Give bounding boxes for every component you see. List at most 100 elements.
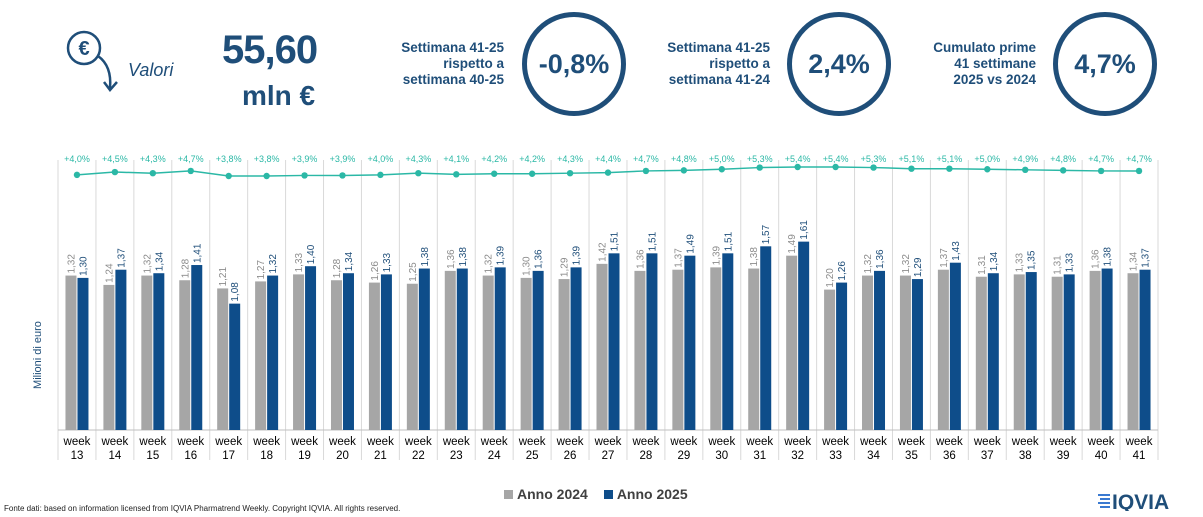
growth-point bbox=[718, 166, 725, 173]
x-tick-label: week bbox=[556, 436, 584, 448]
growth-label: +5,4% bbox=[823, 154, 849, 164]
bar-2025 bbox=[722, 253, 734, 430]
growth-label: +4,7% bbox=[1088, 154, 1114, 164]
bar-2024 bbox=[1089, 270, 1101, 430]
data-label-2025: 1,35 bbox=[1027, 250, 1038, 270]
x-tick-label-number: 22 bbox=[412, 450, 425, 462]
data-label-2024: 1,25 bbox=[408, 262, 419, 282]
bar-2024 bbox=[558, 279, 570, 430]
growth-label: +4,9% bbox=[1012, 154, 1038, 164]
data-label-2025: 1,36 bbox=[875, 249, 886, 269]
x-tick-label: week bbox=[404, 436, 432, 448]
bar-2025 bbox=[1139, 269, 1151, 430]
bar-2024 bbox=[330, 280, 342, 430]
growth-point bbox=[756, 164, 763, 171]
data-label-2025: 1,61 bbox=[799, 220, 810, 240]
x-tick-label: week bbox=[594, 436, 622, 448]
growth-label: +3,8% bbox=[216, 154, 242, 164]
bar-2025 bbox=[153, 273, 165, 430]
legend-item-2024: Anno 2024 bbox=[504, 486, 588, 502]
bar-2024 bbox=[217, 288, 229, 430]
data-label-2025: 1,38 bbox=[420, 247, 431, 267]
growth-point bbox=[377, 171, 384, 179]
bar-2024 bbox=[520, 277, 532, 430]
svg-text:€: € bbox=[78, 38, 89, 60]
bar-2025 bbox=[949, 262, 961, 430]
comparison-1-value: -0,8% bbox=[522, 12, 626, 116]
data-label-2024: 1,39 bbox=[711, 245, 722, 265]
data-label-2024: 1,36 bbox=[635, 249, 646, 269]
bar-2025 bbox=[115, 269, 127, 430]
bar-2025 bbox=[305, 266, 317, 430]
x-tick-label-number: 32 bbox=[791, 450, 804, 462]
x-tick-label-number: 33 bbox=[829, 450, 842, 462]
x-tick-label: week bbox=[897, 436, 925, 448]
x-tick-label: week bbox=[1011, 436, 1039, 448]
data-label-2025: 1,34 bbox=[344, 251, 355, 271]
growth-label: +4,3% bbox=[557, 154, 583, 164]
growth-label: +4,0% bbox=[368, 154, 394, 164]
bar-2025 bbox=[229, 303, 241, 430]
x-tick-label-number: 39 bbox=[1057, 450, 1070, 462]
x-tick-label: week bbox=[252, 436, 280, 448]
bar-2024 bbox=[482, 275, 494, 430]
x-tick-label-number: 40 bbox=[1095, 450, 1108, 462]
bar-2025 bbox=[1025, 272, 1037, 430]
data-label-2024: 1,27 bbox=[256, 260, 267, 280]
growth-point bbox=[528, 170, 536, 177]
x-tick-label-number: 34 bbox=[867, 450, 880, 462]
growth-point bbox=[73, 171, 81, 179]
x-tick-label-number: 29 bbox=[677, 450, 690, 462]
data-label-2024: 1,34 bbox=[1129, 251, 1140, 271]
comparison-3-value: 4,7% bbox=[1053, 12, 1157, 116]
growth-point bbox=[870, 164, 877, 171]
data-label-2024: 1,21 bbox=[218, 267, 229, 287]
bar-2024 bbox=[444, 270, 456, 430]
growth-point bbox=[832, 163, 839, 171]
growth-label: +4,5% bbox=[102, 154, 128, 164]
growth-point bbox=[491, 170, 498, 177]
x-tick-label: week bbox=[442, 436, 470, 448]
data-label-2024: 1,36 bbox=[446, 249, 457, 269]
bar-2025 bbox=[191, 265, 203, 430]
data-label-2024: 1,32 bbox=[66, 254, 77, 274]
data-label-2025: 1,39 bbox=[496, 245, 507, 265]
data-label-2024: 1,26 bbox=[370, 261, 381, 281]
svg-text:IQVIA: IQVIA bbox=[1112, 491, 1169, 511]
data-label-2025: 1,38 bbox=[1103, 247, 1114, 267]
x-tick-label-number: 36 bbox=[943, 450, 956, 462]
bar-2024 bbox=[368, 282, 380, 430]
bar-2025 bbox=[798, 241, 810, 430]
growth-label: +5,3% bbox=[747, 154, 773, 164]
x-tick-label-number: 38 bbox=[1019, 450, 1032, 462]
growth-point bbox=[415, 169, 422, 177]
bar-2024 bbox=[255, 281, 267, 430]
bar-2024 bbox=[748, 268, 760, 430]
x-tick-label-number: 35 bbox=[905, 450, 918, 462]
source-note: Fonte dati: based on information license… bbox=[4, 504, 401, 513]
data-label-2024: 1,24 bbox=[104, 263, 115, 283]
bar-2024 bbox=[786, 255, 798, 430]
comparison-3-text: Cumulato prime 41 settimane 2025 vs 2024 bbox=[933, 40, 1036, 87]
bar-2025 bbox=[874, 270, 886, 430]
x-tick-label: week bbox=[63, 436, 91, 448]
growth-point bbox=[1022, 166, 1029, 174]
growth-label: +5,0% bbox=[974, 154, 1000, 164]
growth-label: +5,1% bbox=[899, 154, 925, 164]
growth-label: +4,8% bbox=[671, 154, 697, 164]
growth-label: +4,4% bbox=[595, 154, 621, 164]
growth-point bbox=[111, 168, 119, 176]
growth-label: +4,2% bbox=[481, 154, 507, 164]
bar-2024 bbox=[596, 263, 608, 430]
growth-point bbox=[149, 169, 157, 177]
x-tick-label: week bbox=[935, 436, 963, 448]
x-tick-label-number: 17 bbox=[222, 450, 235, 462]
growth-point bbox=[642, 167, 650, 175]
growth-point bbox=[908, 165, 915, 172]
bar-2024 bbox=[862, 275, 874, 430]
bar-2024 bbox=[672, 269, 684, 430]
bar-2024 bbox=[179, 280, 191, 430]
x-tick-label-number: 16 bbox=[184, 450, 197, 462]
growth-label: +4,7% bbox=[633, 154, 659, 164]
